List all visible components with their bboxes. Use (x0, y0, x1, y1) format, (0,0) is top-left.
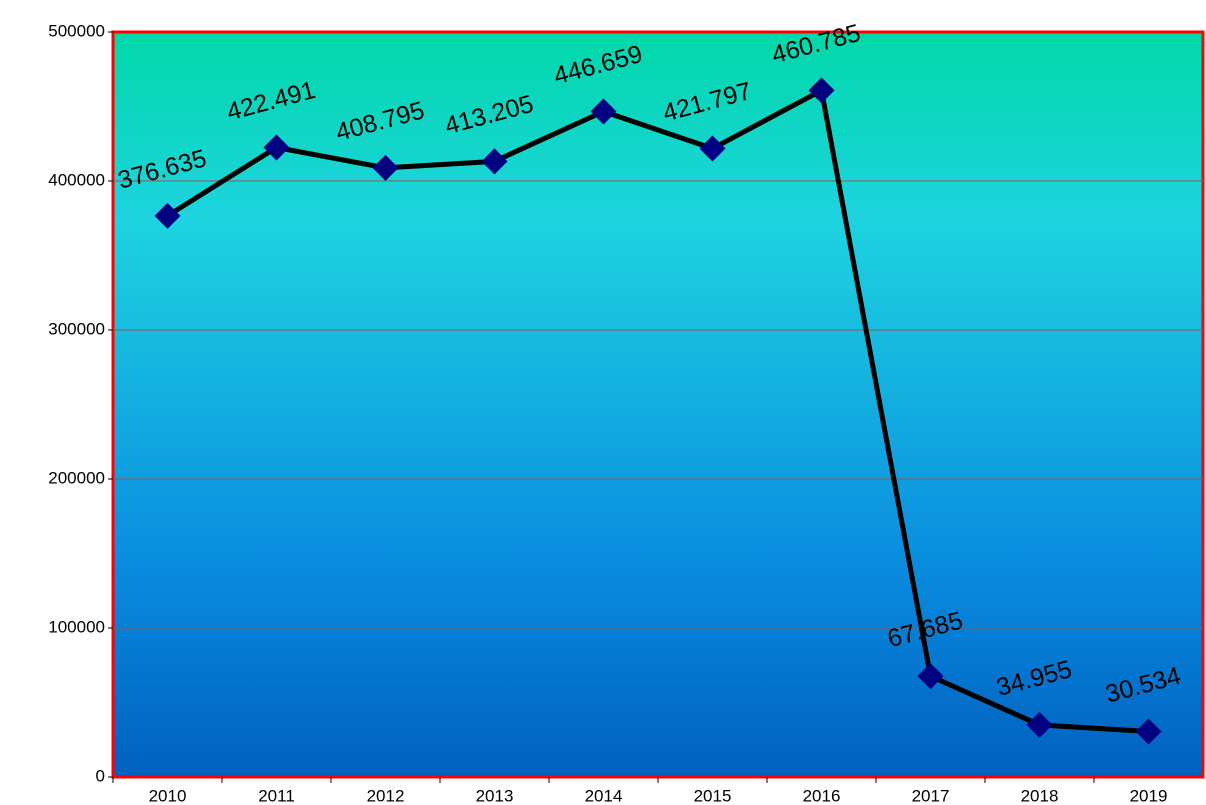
y-tick-label: 0 (96, 766, 105, 785)
marker (590, 98, 617, 125)
x-tick-label: 2015 (694, 786, 732, 805)
marker (699, 135, 726, 162)
x-tick-label: 2013 (476, 786, 514, 805)
x-tick-label: 2011 (258, 786, 295, 805)
x-tick-label: 2010 (149, 786, 187, 805)
x-tick-label: 2017 (912, 786, 950, 805)
x-tick-label: 2016 (803, 786, 841, 805)
plot-area (111, 30, 1205, 779)
x-tick-label: 2014 (585, 786, 623, 805)
marker (154, 202, 181, 229)
marker (1135, 718, 1162, 745)
marker (263, 134, 290, 161)
x-tick-label: 2018 (1021, 786, 1059, 805)
marker (1026, 711, 1053, 738)
y-tick-label: 500000 (48, 21, 105, 40)
y-tick-label: 100000 (48, 617, 105, 636)
line (166, 87, 1149, 734)
marker (808, 77, 835, 104)
marker (917, 663, 944, 690)
y-tick-label: 200000 (48, 468, 105, 487)
marker (372, 154, 399, 181)
x-tick-label: 2019 (1130, 786, 1168, 805)
y-tick-label: 300000 (48, 319, 105, 338)
marker (481, 148, 508, 175)
y-tick-label: 400000 (48, 170, 105, 189)
x-tick-label: 2012 (367, 786, 405, 805)
